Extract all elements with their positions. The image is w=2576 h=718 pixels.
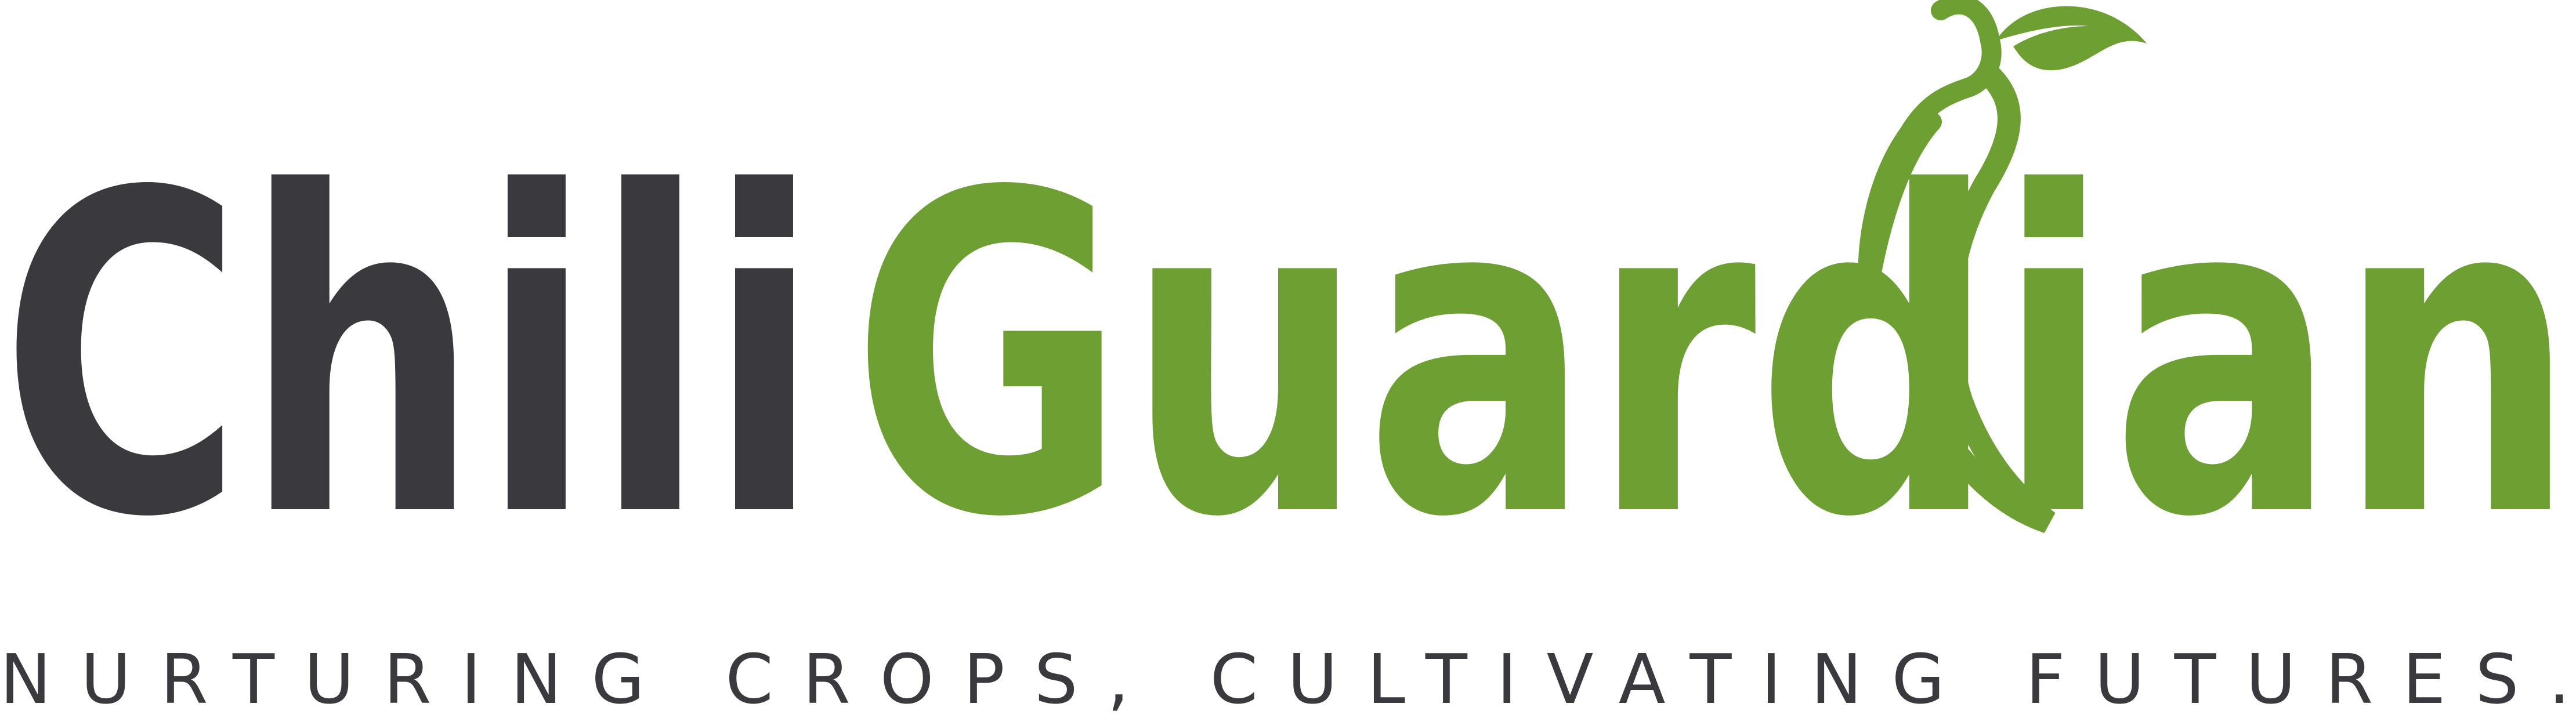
pepper-leaf [1996,6,2147,71]
pepper-stem [1858,0,2002,293]
brand-guardian: Guardian [851,101,2576,614]
pepper-body [1937,64,2056,533]
tagline: NURTURING CROPS, CULTIVATING FUTURES. [0,639,2570,718]
brand-chili: Chili [0,101,821,614]
